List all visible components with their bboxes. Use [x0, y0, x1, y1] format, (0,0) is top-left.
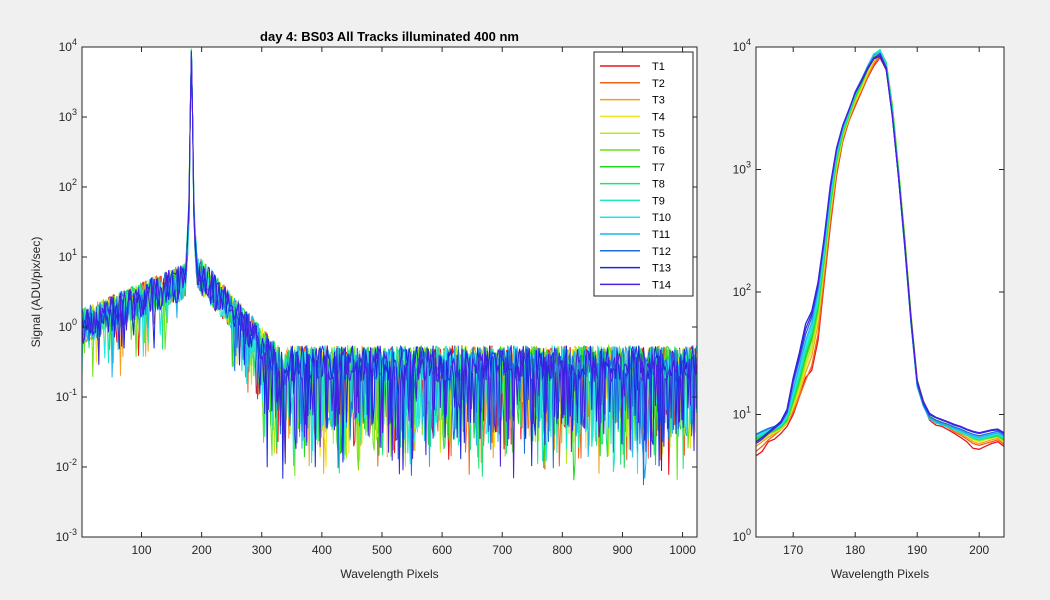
left-x-tick-label: 100 [132, 543, 152, 557]
legend-label-t11: T11 [652, 229, 670, 241]
right-y-tick-exp: 2 [746, 282, 751, 292]
legend-label-t4: T4 [652, 111, 665, 123]
left-y-tick-exp: -2 [69, 457, 77, 467]
legend-label-t8: T8 [652, 179, 665, 191]
legend-label-t10: T10 [652, 212, 671, 224]
left-x-tick-label: 800 [552, 543, 572, 557]
left-y-tick-label: 104 [59, 37, 77, 54]
left-x-axis-label: Wavelength Pixels [340, 567, 438, 581]
right-x-tick-label: 190 [907, 543, 927, 557]
legend-label-t9: T9 [652, 195, 665, 207]
right-y-tick-exp: 0 [746, 527, 751, 537]
left-y-tick-exp: 2 [72, 177, 77, 187]
left-x-tick-label: 400 [312, 543, 332, 557]
right-series-line-t14 [755, 52, 1005, 445]
left-x-tick-label: 700 [492, 543, 512, 557]
right-y-tick-label: 101 [733, 405, 751, 422]
left-series-lines [81, 48, 697, 486]
left-y-tick-exp: 4 [72, 37, 77, 47]
left-x-tick-label: 900 [612, 543, 632, 557]
left-plot-frame [81, 46, 698, 538]
left-x-tick-label: 600 [432, 543, 452, 557]
left-axes: 100 200 300 400 500 600 700 800 900 100010-310-21… [29, 29, 698, 581]
right-y-tick-exp: 1 [746, 405, 751, 415]
legend-label-t13: T13 [652, 263, 671, 275]
left-y-tick-label: 103 [59, 107, 77, 124]
left-y-tick-base: 10 [59, 40, 73, 54]
left-x-tick-label: 1000 [669, 543, 696, 557]
left-y-tick-exp: -3 [69, 527, 77, 537]
right-series-lines [755, 48, 1005, 457]
right-y-tick-base: 10 [733, 40, 747, 54]
right-x-tick-label: 170 [783, 543, 803, 557]
right-y-tick-exp: 3 [746, 160, 751, 170]
right-x-tick-label: 180 [845, 543, 865, 557]
left-ticks: 100 200 300 400 500 600 700 800 900 100010-310-21… [56, 37, 697, 557]
right-series-line-t11 [755, 51, 1005, 439]
legend-label-t1: T1 [652, 61, 665, 73]
legend-label-t6: T6 [652, 145, 665, 157]
left-y-tick-exp: 0 [72, 317, 77, 327]
left-y-axis-label: Signal (ADU/pix/sec) [29, 237, 43, 348]
left-y-tick-base: 10 [59, 320, 73, 334]
legend-items: T1 T2 T3 T4 T5 T6 T7 T8 T9 T10 T11 T12 T13 T14 [600, 61, 671, 291]
left-y-tick-label: 10-3 [56, 527, 77, 544]
left-y-tick-base: 10 [56, 460, 70, 474]
right-x-axis-label: Wavelength Pixels [831, 567, 929, 581]
right-plot-background [756, 47, 1004, 537]
left-y-tick-label: 101 [59, 247, 77, 264]
right-y-tick-base: 10 [733, 530, 747, 544]
left-x-tick-label: 300 [252, 543, 272, 557]
legend: T1 T2 T3 T4 T5 T6 T7 T8 T9 T10 T11 T12 T13 T14 [593, 51, 694, 297]
legend-box [593, 51, 694, 297]
left-y-tick-base: 10 [56, 530, 70, 544]
legend-label-t7: T7 [652, 162, 665, 174]
left-y-tick-label: 100 [59, 317, 77, 334]
left-y-tick-base: 10 [59, 250, 73, 264]
right-y-tick-label: 104 [733, 37, 751, 54]
left-y-tick-exp: 1 [72, 247, 77, 257]
right-y-tick-label: 103 [733, 160, 751, 177]
left-y-tick-exp: 3 [72, 107, 77, 117]
left-y-tick-label: 10-2 [56, 457, 77, 474]
left-y-tick-base: 10 [59, 110, 73, 124]
right-y-tick-label: 100 [733, 527, 751, 544]
legend-label-t3: T3 [652, 95, 665, 107]
right-y-tick-exp: 4 [746, 37, 751, 47]
right-y-tick-label: 102 [733, 282, 751, 299]
right-y-tick-base: 10 [733, 163, 747, 177]
left-x-tick-label: 500 [372, 543, 392, 557]
left-series-line-t14 [81, 50, 697, 479]
legend-label-t2: T2 [652, 78, 665, 90]
left-chart-title: day 4: BS03 All Tracks illuminated 400 n… [260, 29, 519, 44]
right-y-tick-base: 10 [733, 408, 747, 422]
right-y-tick-base: 10 [733, 285, 747, 299]
left-x-tick-label: 200 [192, 543, 212, 557]
legend-label-t12: T12 [652, 246, 671, 258]
left-y-tick-base: 10 [56, 390, 70, 404]
left-y-tick-label: 102 [59, 177, 77, 194]
left-y-tick-label: 10-1 [56, 387, 77, 404]
left-y-tick-base: 10 [59, 180, 73, 194]
legend-label-t5: T5 [652, 128, 665, 140]
legend-label-t14: T14 [652, 279, 671, 291]
left-y-tick-exp: -1 [69, 387, 77, 397]
right-series-line-t9 [755, 49, 1005, 440]
right-x-tick-label: 200 [969, 543, 989, 557]
